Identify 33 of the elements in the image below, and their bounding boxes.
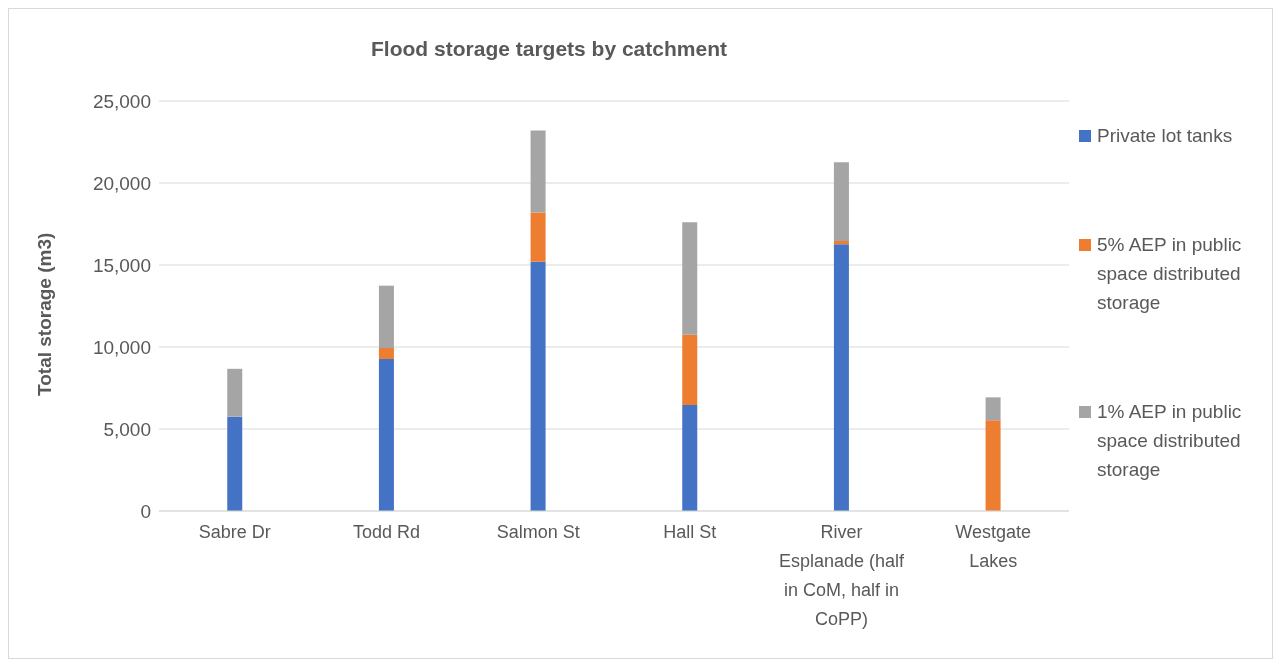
bar: [833, 240, 849, 245]
y-axis-title: Total storage (m3): [33, 232, 55, 396]
bar: [530, 261, 546, 511]
bar: [833, 162, 849, 241]
y-tick-label: 0: [140, 500, 151, 522]
bar: [985, 420, 1001, 511]
bar: [682, 222, 698, 335]
bar: [378, 347, 394, 359]
x-tick-label: Sabre Dr: [198, 521, 271, 542]
x-tick-label: Hall St: [663, 521, 717, 542]
legend-label: 1% AEP in public space distributed storage: [1097, 400, 1243, 482]
bar: [530, 130, 546, 213]
bar: [227, 368, 243, 417]
bar: [682, 404, 698, 511]
y-tick-label: 5,000: [103, 418, 151, 440]
bar: [530, 212, 546, 262]
y-tick-label: 15,000: [92, 254, 151, 276]
y-tick-label: 25,000: [92, 90, 151, 112]
legend-label: Private lot tanks: [1097, 124, 1233, 148]
bar: [682, 334, 698, 405]
legend-label: 5% AEP in public space distributed storage: [1097, 233, 1243, 315]
bar: [985, 397, 1001, 421]
bar: [378, 358, 394, 511]
x-tick-label: Salmon St: [496, 521, 580, 542]
x-tick-label: Todd Rd: [352, 521, 421, 542]
x-tick-label: River Esplanade (half in CoM, half in CoPP): [778, 521, 906, 629]
bar: [227, 416, 243, 511]
y-tick-label: 20,000: [92, 172, 151, 194]
bar: [833, 244, 849, 511]
bar: [378, 285, 394, 348]
y-tick-label: 10,000: [92, 336, 151, 358]
x-tick-label: Westgate Lakes: [955, 521, 1032, 571]
chart-title: Flood storage targets by catchment: [370, 36, 728, 61]
